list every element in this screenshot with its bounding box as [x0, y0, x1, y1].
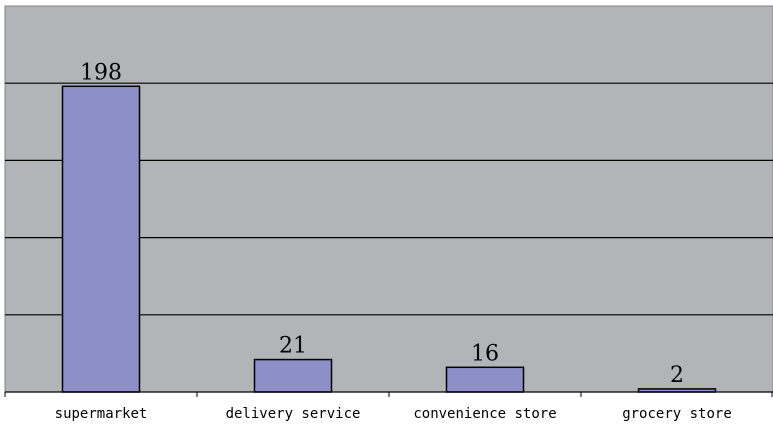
x-tick-label: convenience store — [413, 406, 556, 422]
x-tick-label: supermarket — [55, 406, 148, 422]
bar-convenience-store — [445, 366, 525, 393]
x-tick-label: delivery service — [226, 406, 361, 422]
data-label: 21 — [279, 334, 307, 359]
data-labels: 198 21 16 2 — [80, 60, 684, 388]
data-label: 2 — [670, 363, 684, 388]
x-ticks — [4, 392, 773, 397]
data-label: 16 — [471, 341, 499, 366]
bars — [61, 85, 717, 393]
bar-supermarket — [61, 85, 141, 393]
x-tick-labels: supermarket delivery service convenience s… — [55, 406, 732, 422]
bar-delivery-service — [253, 358, 333, 393]
x-tick-label: grocery store — [622, 406, 732, 422]
data-label: 198 — [80, 60, 122, 85]
